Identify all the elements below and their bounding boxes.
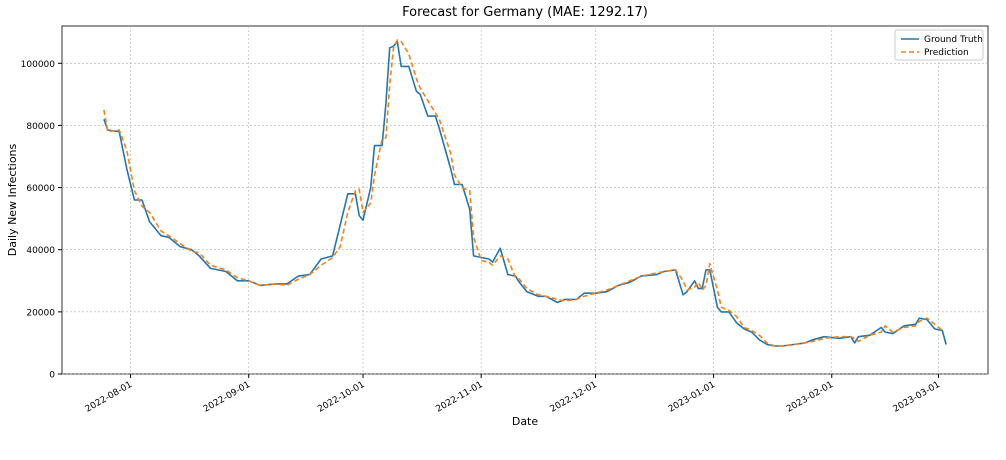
- x-tick-label: 2023-01-01: [667, 380, 717, 415]
- y-tick-label: 0: [49, 371, 55, 381]
- x-axis-label: Date: [512, 415, 539, 428]
- y-tick-label: 20000: [26, 308, 55, 318]
- legend-label: Ground Truth: [924, 35, 983, 45]
- y-axis-label: Daily New Infections: [6, 143, 19, 256]
- x-tick-label: 2022-08-01: [84, 380, 134, 415]
- y-tick-label: 100000: [21, 60, 56, 70]
- plot-area: [61, 25, 989, 375]
- y-tick-label: 40000: [26, 246, 55, 256]
- y-tick-label: 80000: [26, 122, 55, 132]
- x-tick-label: 2022-11-01: [434, 380, 484, 415]
- x-tick-label: 2022-12-01: [549, 380, 599, 415]
- x-tick-label: 2022-09-01: [202, 380, 252, 415]
- x-tick-label: 2023-03-01: [892, 380, 942, 415]
- y-tick-label: 60000: [26, 184, 55, 194]
- chart-title: Forecast for Germany (MAE: 1292.17): [402, 5, 648, 20]
- data-line: [103, 39, 943, 347]
- data-line: [103, 40, 947, 347]
- legend-label: Prediction: [924, 48, 969, 58]
- x-tick-label: 2022-10-01: [316, 380, 366, 415]
- x-tick-label: 2023-02-01: [785, 380, 835, 415]
